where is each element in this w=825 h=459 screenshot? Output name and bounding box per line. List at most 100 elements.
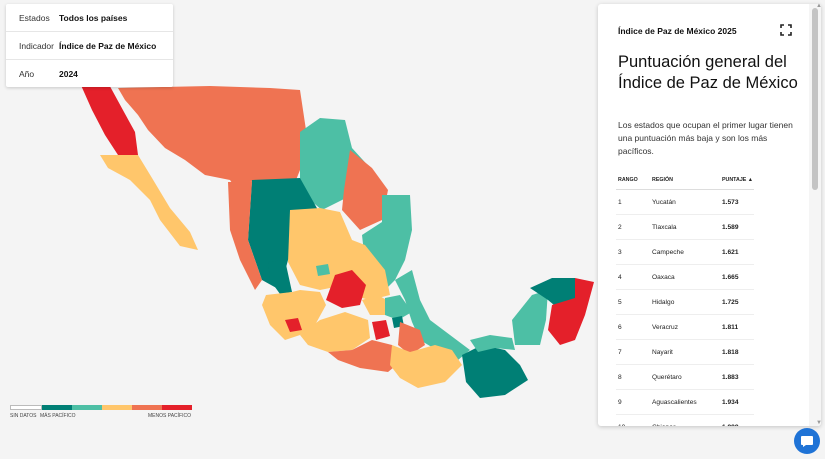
cell-rank: 1 [616, 189, 650, 215]
state-quintana-roo[interactable] [548, 278, 594, 345]
chat-icon [801, 436, 813, 447]
state-nayarit[interactable] [268, 260, 292, 294]
table-row[interactable]: 2 Tlaxcala 1.589 [616, 214, 754, 240]
table-row[interactable]: 10Chiapas1.999 [616, 414, 754, 426]
state-aguascalientes[interactable] [316, 264, 330, 276]
state-guerrero[interactable] [328, 340, 400, 372]
cell-score: 1.934 [720, 389, 754, 415]
cell-rank: 3 [616, 239, 650, 265]
state-durango[interactable] [248, 178, 318, 290]
column-header-score[interactable]: PUNTAJE ▲ [720, 171, 754, 190]
panel-header: Índice de Paz de México 2025 [618, 26, 737, 36]
cell-rank: 4 [616, 264, 650, 290]
state-tabasco[interactable] [470, 335, 515, 352]
cell-rank: 2 [616, 214, 650, 240]
legend-swatch [132, 405, 162, 410]
column-header-region[interactable]: REGIÓN [650, 171, 720, 190]
cell-rank: 10 [616, 414, 650, 426]
mexico-map[interactable] [0, 0, 600, 440]
cell-rank: 7 [616, 339, 650, 365]
table-header-row: RANGO REGIÓN PUNTAJE ▲ [616, 171, 754, 190]
panel-title: Puntuación general del Índice de Paz de … [618, 53, 798, 92]
table-row[interactable]: 3 Campeche 1.621 [616, 239, 754, 265]
cell-region: Veracruz [650, 314, 720, 340]
legend-swatch [42, 405, 72, 410]
state-puebla[interactable] [398, 322, 425, 355]
legend-swatch [72, 405, 102, 410]
column-header-rank[interactable]: RANGO [616, 171, 650, 190]
legend-swatch [162, 405, 192, 410]
cell-score: 1.883 [720, 364, 754, 390]
panel-scrollbar-thumb[interactable] [812, 8, 818, 190]
cell-rank: 5 [616, 289, 650, 315]
cell-region: Hidalgo [650, 289, 720, 315]
state-queretaro[interactable] [362, 295, 390, 315]
cell-score: 1.999 [720, 414, 754, 426]
legend-least-peaceful: MENOS PACÍFICO [148, 413, 191, 419]
filter-value: Todos los países [59, 12, 128, 23]
state-baja-california-sur[interactable] [100, 155, 198, 250]
state-sinaloa[interactable] [228, 182, 262, 290]
state-veracruz[interactable] [395, 270, 470, 360]
legend-no-data: SIN DATOS [10, 413, 37, 419]
state-chiapas[interactable] [462, 345, 528, 398]
table-row[interactable]: 8 Querétaro 1.883 [616, 364, 754, 390]
filter-value: 2024 [59, 68, 78, 79]
state-zacatecas[interactable] [288, 208, 358, 290]
cell-score: 1.818 [720, 339, 754, 365]
table-row[interactable]: 4 Oaxaca 1.665 [616, 264, 754, 290]
cell-region: Chiapas [650, 414, 720, 426]
ranking-table: RANGO REGIÓN PUNTAJE ▲ 1 Yucatán 1.573 2 Tl… [616, 171, 754, 426]
state-campeche[interactable] [512, 290, 548, 345]
state-colima[interactable] [285, 318, 302, 332]
table-row[interactable]: 9 Aguascalientes 1.934 [616, 389, 754, 415]
cell-region: Yucatán [650, 189, 720, 215]
legend-swatch [102, 405, 132, 410]
scroll-up-arrow-icon[interactable]: ▲ [816, 3, 822, 9]
state-guanajuato[interactable] [326, 270, 366, 308]
panel-description: Los estados que ocupan el primer lugar t… [618, 120, 793, 156]
state-oaxaca[interactable] [390, 345, 462, 388]
legend-most-peaceful: MÁS PACÍFICO [40, 413, 76, 419]
cell-region: Nayarit [650, 339, 720, 365]
cell-region: Campeche [650, 239, 720, 265]
state-coahuila[interactable] [342, 150, 388, 230]
table-row[interactable]: 1 Yucatán 1.573 [616, 189, 754, 215]
map-area[interactable] [0, 0, 600, 440]
cell-score: 1.811 [720, 314, 754, 340]
table-row[interactable]: 5 Hidalgo 1.725 [616, 289, 754, 315]
cell-rank: 9 [616, 389, 650, 415]
scroll-down-arrow-icon[interactable]: ▼ [816, 420, 822, 426]
cell-region: Aguascalientes [650, 389, 720, 415]
cell-score: 1.665 [720, 264, 754, 290]
cell-rank: 6 [616, 314, 650, 340]
legend-swatch-no-data [10, 405, 42, 410]
legend-color-scale [10, 405, 192, 410]
chat-button[interactable] [794, 428, 820, 454]
cell-score: 1.621 [720, 239, 754, 265]
filter-label: Año [19, 68, 35, 79]
cell-score: 1.725 [720, 289, 754, 315]
map-legend: SIN DATOS MÁS PACÍFICO MENOS PACÍFICO [10, 405, 192, 421]
state-baja-california[interactable] [76, 68, 138, 155]
expand-icon[interactable] [780, 24, 792, 36]
state-mexico[interactable] [372, 320, 390, 340]
state-hidalgo[interactable] [385, 295, 412, 320]
page-scrollbar[interactable] [813, 0, 825, 428]
filter-indicator[interactable]: Indicador Índice de Paz de México [6, 32, 173, 60]
filter-label: Indicador [19, 40, 54, 51]
filter-year[interactable]: Año 2024 [6, 60, 173, 87]
cell-region: Querétaro [650, 364, 720, 390]
cell-region: Oaxaca [650, 264, 720, 290]
filter-states[interactable]: Estados Todos los países [6, 4, 173, 32]
filter-value: Índice de Paz de México [59, 40, 157, 51]
state-sonora[interactable] [118, 86, 306, 195]
table-row[interactable]: 7 Nayarit 1.818 [616, 339, 754, 365]
filter-label: Estados [19, 12, 50, 23]
cell-score: 1.573 [720, 189, 754, 215]
cell-rank: 8 [616, 364, 650, 390]
state-michoacan[interactable] [300, 312, 370, 352]
filters-panel: Estados Todos los países Indicador Índic… [6, 4, 173, 87]
ranking-panel: Índice de Paz de México 2025 Puntuación … [598, 4, 821, 426]
table-row[interactable]: 6 Veracruz 1.811 [616, 314, 754, 340]
